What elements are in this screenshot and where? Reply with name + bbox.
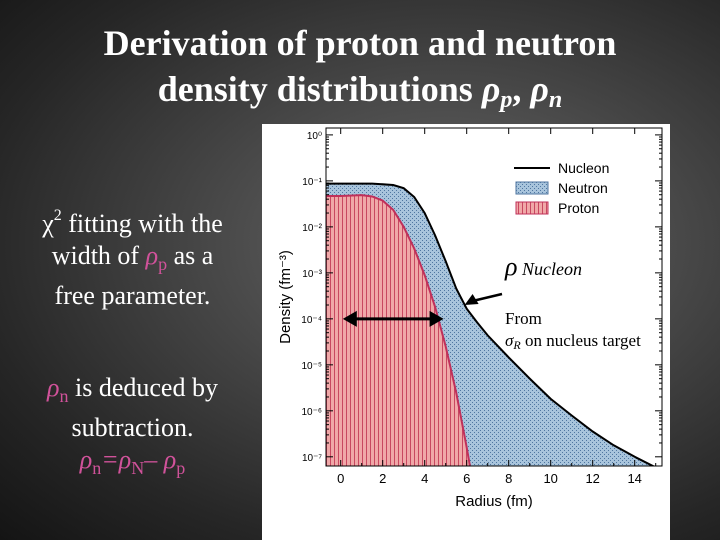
nucleon-arrow-head bbox=[464, 294, 479, 306]
annotation-nucleon: Nucleon bbox=[517, 259, 582, 279]
eq-rho-p: ρ bbox=[163, 445, 177, 474]
fitting-line1: fitting with the bbox=[61, 209, 223, 238]
proton-area bbox=[326, 195, 486, 466]
x-tick-label: 2 bbox=[379, 471, 386, 486]
eq-sub-n: n bbox=[92, 458, 102, 478]
title-line1: Derivation of proton and neutron bbox=[103, 23, 617, 63]
density-plot-panel: 0 2 4 6 8 10 12 14 Radius (fm) 10⁰ 10⁻¹ 10⁻² 10⁻³ 10⁻… bbox=[262, 124, 670, 540]
x-tick-label: 14 bbox=[627, 471, 641, 486]
eq-rho-n: ρ bbox=[79, 445, 93, 474]
eq-sub-p: p bbox=[176, 458, 186, 478]
y-tick-label: 10⁻⁵ bbox=[301, 361, 322, 372]
density-chart: 0 2 4 6 8 10 12 14 Radius (fm) 10⁰ 10⁻¹ 10⁻² 10⁻³ 10⁻… bbox=[277, 127, 663, 510]
fitting-description: χ2 fitting with the width of ρp as a fre… bbox=[10, 200, 255, 312]
y-tick-label: 10⁻³ bbox=[302, 269, 322, 280]
title-line2: density distributions ρp, ρn bbox=[0, 66, 720, 123]
width-arrow-head-left bbox=[342, 310, 357, 327]
legend-proton-swatch bbox=[515, 201, 549, 215]
x-axis-label: Radius (fm) bbox=[455, 493, 533, 510]
y-tick-label: 10⁻¹ bbox=[302, 177, 322, 188]
title-rho-p: ρ bbox=[481, 69, 501, 109]
legend-neutron-swatch bbox=[515, 181, 549, 195]
proton-line bbox=[326, 194, 471, 466]
deduced-rho: ρ bbox=[47, 373, 60, 402]
annotation-from: From bbox=[505, 309, 542, 328]
y-tick-label: 10⁻⁶ bbox=[301, 407, 322, 418]
y-tick-label: 10⁻² bbox=[302, 223, 322, 234]
x-tick-label: 12 bbox=[585, 471, 599, 486]
y-tick-label: 10⁻⁷ bbox=[302, 453, 322, 464]
nucleon-arrow-line bbox=[472, 292, 503, 303]
title-text: density distributions bbox=[157, 69, 482, 109]
deduced-line2: subtraction. bbox=[71, 413, 194, 442]
annotation-sigma: σ bbox=[505, 331, 514, 350]
fitting-rho-sub: p bbox=[158, 254, 168, 274]
y-axis-label: Density (fm⁻³) bbox=[277, 250, 294, 344]
fitting-line2-post: as a bbox=[167, 241, 214, 270]
eq-rho-N: =ρ bbox=[101, 445, 132, 474]
legend-nucleon-label: Nucleon bbox=[558, 160, 609, 176]
annotation-sigma-sub: R bbox=[513, 338, 521, 352]
x-tick-label: 0 bbox=[337, 471, 344, 486]
fitting-line3: free parameter. bbox=[54, 281, 211, 310]
annotation-rho: ρ bbox=[505, 252, 518, 281]
chi-symbol: χ bbox=[42, 209, 54, 238]
subtraction-equation: ρn=ρN– ρp bbox=[10, 444, 255, 484]
x-tick-label: 10 bbox=[543, 471, 557, 486]
subtraction-description: ρn is deduced by subtraction. ρn=ρN– ρp bbox=[10, 372, 255, 484]
width-arrow-head-right bbox=[429, 310, 444, 327]
x-tick-label: 4 bbox=[421, 471, 428, 486]
eq-minus: – bbox=[144, 445, 164, 474]
title-sub-n: n bbox=[548, 87, 563, 113]
deduced-text: is deduced by bbox=[68, 373, 218, 402]
eq-sub-N: N bbox=[131, 458, 145, 478]
chi-superscript: 2 bbox=[53, 207, 62, 224]
nucleon-line bbox=[326, 182, 656, 466]
source-annotation: From σR on nucleus target bbox=[505, 308, 641, 356]
fitting-rho: ρ bbox=[145, 241, 159, 270]
x-tick-label: 8 bbox=[505, 471, 512, 486]
deduced-rho-sub: n bbox=[59, 386, 69, 406]
nucleon-annotation: ρ Nucleon bbox=[505, 252, 582, 282]
annotation-target: on nucleus target bbox=[520, 331, 641, 350]
title-sub-p: p bbox=[500, 87, 513, 113]
x-tick-label: 6 bbox=[463, 471, 470, 486]
slide-title: Derivation of proton and neutron density… bbox=[0, 20, 720, 123]
title-separator: , bbox=[512, 69, 531, 109]
y-tick-label: 10⁰ bbox=[307, 131, 322, 142]
legend-proton-label: Proton bbox=[558, 200, 599, 216]
y-tick-label: 10⁻⁴ bbox=[301, 315, 322, 326]
fitting-line2-pre: width of bbox=[51, 241, 146, 270]
legend-neutron-label: Neutron bbox=[558, 180, 608, 196]
title-rho-n: ρ bbox=[530, 69, 549, 109]
